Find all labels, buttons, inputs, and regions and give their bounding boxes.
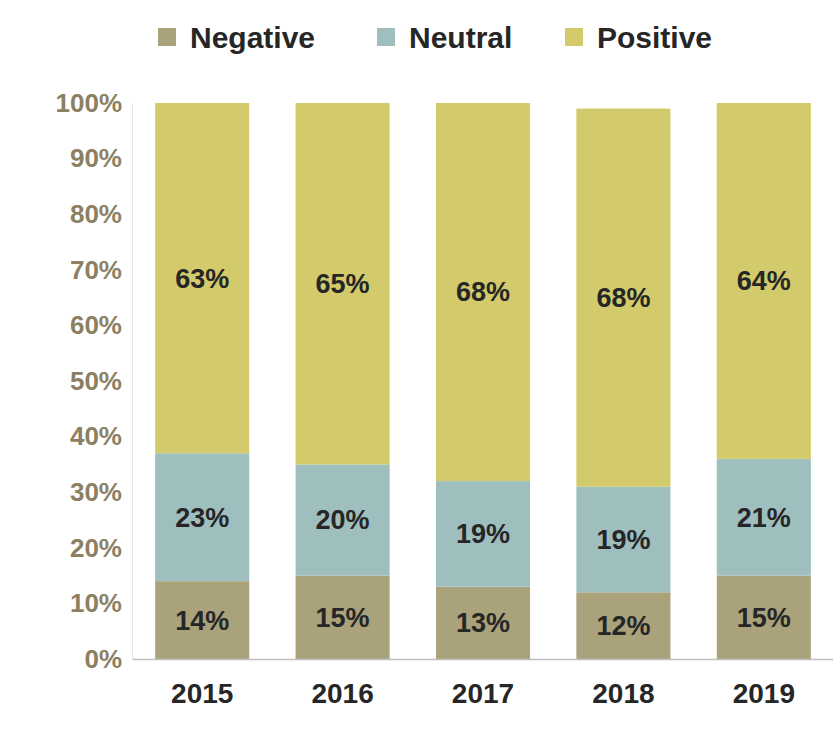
y-tick: 10% <box>70 588 132 618</box>
y-tick-label: 60% <box>70 310 122 340</box>
data-label: 12% <box>596 611 650 641</box>
data-label: 68% <box>596 283 650 313</box>
legend-item: Neutral <box>377 21 512 54</box>
x-axis-line <box>133 659 833 661</box>
legend-item: Negative <box>158 21 315 54</box>
bars <box>155 103 811 659</box>
y-tick: 100% <box>56 88 133 118</box>
bar <box>296 576 390 659</box>
x-tick-label: 2017 <box>452 678 514 709</box>
x-tick: 2019 <box>733 678 795 709</box>
legend-label: Positive <box>597 21 712 54</box>
bar <box>436 587 530 659</box>
bar <box>155 581 249 659</box>
legend-swatch <box>158 28 176 46</box>
y-tick-label: 30% <box>70 477 122 507</box>
y-tick-label: 50% <box>70 366 122 396</box>
data-label: 64% <box>737 266 791 296</box>
y-tick: 70% <box>70 255 132 285</box>
bar <box>576 592 670 659</box>
y-tick-label: 70% <box>70 255 122 285</box>
bar <box>717 576 811 659</box>
series-bars <box>155 103 811 487</box>
y-axis: 0% 10% 20% 30% 40% 50% 60% 70% 80% 90% 100% <box>56 88 133 674</box>
y-tick: 0% <box>84 644 132 674</box>
data-label: 13% <box>456 608 510 638</box>
y-tick: 40% <box>70 421 132 451</box>
x-tick-label: 2015 <box>171 678 233 709</box>
y-tick: 80% <box>70 199 132 229</box>
series-bars <box>155 576 811 659</box>
bar <box>576 487 670 593</box>
x-tick-label: 2016 <box>311 678 373 709</box>
y-tick: 60% <box>70 310 132 340</box>
x-tick-label: 2019 <box>733 678 795 709</box>
x-tick: 2015 <box>171 678 233 709</box>
y-tick: 20% <box>70 533 132 563</box>
data-label: 14% <box>175 606 229 636</box>
data-label: 23% <box>175 503 229 533</box>
data-label: 68% <box>456 277 510 307</box>
legend-item: Positive <box>565 21 712 54</box>
bar <box>717 103 811 459</box>
x-tick: 2017 <box>452 678 514 709</box>
x-tick-label: 2018 <box>592 678 654 709</box>
y-tick-label: 10% <box>70 588 122 618</box>
bar <box>436 103 530 481</box>
y-tick-label: 40% <box>70 421 122 451</box>
y-tick: 50% <box>70 366 132 396</box>
x-tick: 2018 <box>592 678 654 709</box>
bar <box>576 109 670 487</box>
y-tick-label: 80% <box>70 199 122 229</box>
bar <box>436 481 530 587</box>
y-tick-label: 100% <box>56 88 123 118</box>
data-label: 19% <box>456 519 510 549</box>
y-tick: 30% <box>70 477 132 507</box>
data-label: 63% <box>175 264 229 294</box>
data-label: 19% <box>596 525 650 555</box>
bar <box>717 459 811 576</box>
data-label: 65% <box>316 269 370 299</box>
legend-label: Negative <box>190 21 315 54</box>
legend-label: Neutral <box>409 21 512 54</box>
y-tick-label: 20% <box>70 533 122 563</box>
legend-swatch <box>565 28 583 46</box>
data-label: 15% <box>316 603 370 633</box>
x-axis: 2015 2016 2017 2018 2019 <box>133 660 833 709</box>
bar <box>296 103 390 464</box>
y-tick-label: 90% <box>70 143 122 173</box>
data-label: 20% <box>316 505 370 535</box>
bar <box>155 453 249 581</box>
y-tick: 90% <box>70 143 132 173</box>
legend: Negative Neutral Positive <box>158 21 712 54</box>
bar <box>296 464 390 575</box>
data-label: 15% <box>737 603 791 633</box>
x-tick: 2016 <box>311 678 373 709</box>
data-labels: 14% 15% 13% 12% 15% 23% 20% 19% 19% 21% 63% 65% 68% 6… <box>175 264 791 642</box>
legend-swatch <box>377 28 395 46</box>
data-label: 21% <box>737 503 791 533</box>
y-axis-line <box>132 104 133 660</box>
y-tick-label: 0% <box>84 644 122 674</box>
bar <box>155 103 249 453</box>
chart: 0%10%20%30%40%50%60%70%80%90%100%2015201… <box>0 0 833 742</box>
